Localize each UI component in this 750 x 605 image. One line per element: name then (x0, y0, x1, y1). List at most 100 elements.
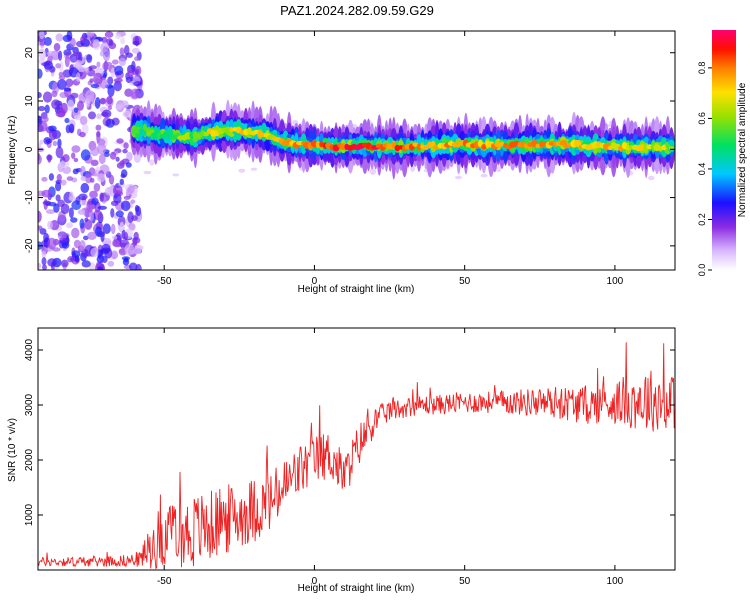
noise-speck (39, 41, 46, 46)
noise-speck (110, 223, 116, 235)
noise-speck (53, 43, 61, 52)
noise-speck (63, 49, 72, 56)
x-tick-label: 0 (312, 276, 318, 287)
noise-speck (90, 83, 100, 89)
noise-speck (71, 145, 81, 153)
noise-speck (60, 259, 69, 268)
ridge-cell (477, 139, 483, 148)
noise-speck (87, 231, 97, 240)
noise-speck (80, 176, 87, 181)
faint-speck (495, 166, 502, 173)
noise-speck (96, 255, 105, 264)
noise-speck (101, 243, 111, 253)
y-tick-label: 0 (24, 146, 35, 152)
noise-speck (39, 139, 44, 145)
noise-speck (41, 250, 47, 258)
noise-speck (55, 33, 64, 42)
noise-speck (104, 31, 114, 38)
noise-speck (99, 98, 107, 105)
noise-speck (57, 138, 62, 149)
snr-x-ticks: -50 0 50 100 (157, 328, 624, 587)
noise-speck (58, 50, 63, 61)
spectrogram-x-ticks: -50 0 50 100 (157, 31, 624, 287)
noise-speck (46, 50, 57, 57)
ridge-cell (391, 141, 397, 148)
noise-speck (85, 89, 95, 102)
noise-speck (93, 183, 101, 192)
noise-speck (128, 262, 138, 270)
noise-speck (130, 199, 136, 204)
x-tick-label: 50 (459, 276, 471, 287)
noise-speck (71, 200, 82, 211)
noise-speck (66, 222, 73, 229)
ridge-cell (481, 144, 487, 150)
noise-speck (60, 203, 70, 215)
noise-speck (126, 151, 133, 162)
noise-speck (42, 200, 52, 205)
noise-speck (92, 39, 101, 51)
spectrogram-y-axis-label: Frequency (Hz) (7, 116, 18, 185)
noise-speck (84, 67, 90, 74)
noise-speck (96, 61, 101, 68)
noise-speck (74, 255, 80, 263)
noise-speck (88, 111, 96, 120)
noise-speck (110, 208, 115, 218)
noise-speck (111, 59, 119, 65)
noise-speck (59, 160, 70, 169)
noise-speck (79, 218, 85, 229)
noise-speck (127, 70, 134, 77)
noise-speck (97, 205, 107, 210)
noise-speck (89, 210, 94, 222)
noise-speck (80, 35, 86, 44)
faint-speck (143, 170, 152, 175)
noise-speck (80, 115, 88, 126)
noise-speck (123, 257, 129, 263)
spectrogram-border (37, 30, 676, 271)
noise-speck (113, 80, 122, 92)
noise-speck (38, 68, 43, 79)
colorbar-ticks: 0.0 0.2 0.4 0.6 0.8 (697, 62, 712, 276)
y-tick-label: 10 (24, 95, 35, 107)
colorbar-tick-label: 0.6 (697, 112, 707, 125)
noise-speck (66, 176, 74, 181)
y-tick-label: 20 (24, 47, 35, 59)
noise-speck (45, 138, 53, 144)
noise-speck (55, 181, 62, 192)
noise-speck (38, 92, 42, 99)
ridge-cell (138, 128, 145, 133)
noise-speck (41, 176, 48, 182)
faint-speck (369, 168, 377, 175)
noise-speck (119, 178, 125, 185)
noise-speck (112, 185, 123, 196)
snr-marks (38, 342, 675, 570)
noise-speck (119, 160, 125, 167)
noise-speck (131, 60, 136, 73)
noise-speck (47, 258, 57, 267)
noise-speck (38, 105, 46, 112)
noise-speck (120, 173, 126, 178)
noise-speck (57, 79, 67, 90)
noise-speck (68, 123, 75, 134)
noise-speck (115, 156, 120, 162)
noise-speck (70, 217, 78, 223)
faint-speck (172, 173, 180, 177)
noise-speck (48, 128, 58, 141)
noise-speck (38, 262, 42, 270)
x-tick-label: 50 (459, 576, 471, 587)
noise-speck (75, 59, 83, 70)
noise-speck (122, 148, 128, 154)
noise-speck (99, 192, 104, 202)
noise-speck (119, 47, 125, 56)
colorbar-gradient (712, 30, 736, 270)
noise-speck (102, 223, 111, 234)
ridge-cell (499, 141, 505, 147)
noise-speck (89, 78, 94, 83)
ridge-cell (539, 141, 544, 148)
snr-y-ticks: 1000 2000 3000 4000 (24, 338, 675, 526)
noise-speck (105, 118, 115, 128)
noise-speck (79, 131, 86, 138)
noise-speck (123, 142, 129, 150)
noise-speck (134, 204, 140, 213)
noise-speck (96, 113, 102, 120)
